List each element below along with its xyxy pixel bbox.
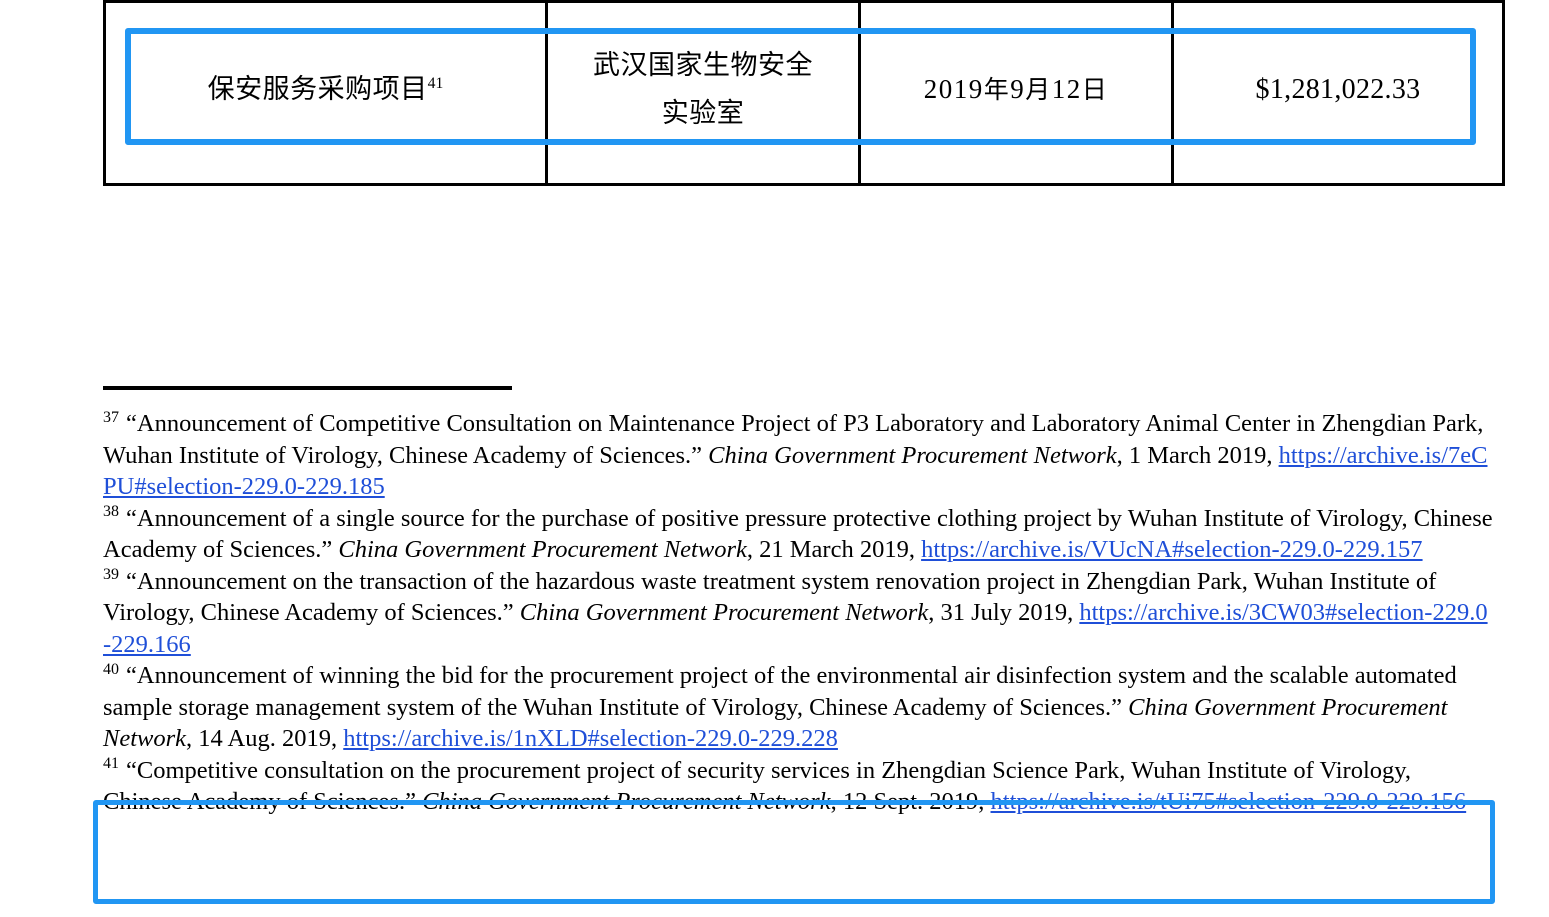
footnote-37-source: China Government Procurement Network [708, 441, 1117, 469]
footnote-38-source: China Government Procurement Network [338, 536, 747, 563]
spacer2-cell-amount [1171, 149, 1504, 185]
footnote-38-date: , 21 March 2019, [746, 536, 922, 563]
footnote-40-source: China Government Procurement Network [103, 693, 1448, 753]
table-row-spacer-above [104, 0, 1504, 30]
cell-date: 2019年9月12日 [858, 30, 1174, 149]
date-year: 2019 [923, 73, 984, 104]
footnote-39-quote-close: ” [502, 599, 514, 626]
footnote-41: 41 “Competitive consultation on the procu… [103, 755, 1493, 818]
footnote-list: 37 “Announcement of Competitive Consultat… [103, 408, 1493, 818]
date-month: 9 [1010, 73, 1026, 104]
footnote-37-url-link[interactable]: https://archive.is/7eCPU#selection-229.0… [103, 441, 1488, 501]
footnote-38: 38 “Announcement of a single source for t… [103, 503, 1493, 566]
procurement-table: 保安服务采购项目41 武汉国家生物安全 实验室 2019年9月12日 $1,28… [103, 0, 1505, 186]
footnote-38-quote-close: ” [321, 536, 333, 563]
cell-amount: $1,281,022.33 [1171, 30, 1504, 149]
date-day: 12 [1051, 73, 1082, 104]
footnote-37-title: Announcement of Competitive Consultation… [103, 410, 1484, 469]
footnote-39-source: China Government Procurement Network [519, 599, 929, 626]
footnote-38-title: Announcement of a single source for the … [103, 504, 1493, 564]
footnote-40-date: , 14 Aug. 2019, [186, 725, 344, 752]
footnote-41-url-link[interactable]: https://archive.is/tUi75#selection-229.0… [990, 788, 1467, 815]
date-day-unit: 日 [1081, 74, 1109, 104]
spacer-cell-amount [1171, 0, 1504, 30]
footnote-40-quote-open: “ [126, 662, 137, 689]
footnote-37-number: 37 [103, 408, 119, 426]
procurement-table-container: 保安服务采购项目41 武汉国家生物安全 实验室 2019年9月12日 $1,28… [103, 0, 1505, 186]
entity-name-line-1: 武汉国家生物安全 [593, 50, 813, 82]
footnote-41-source: China Government Procurement Network [422, 788, 831, 815]
spacer-cell-date [858, 0, 1174, 30]
spacer2-cell-entity [545, 149, 861, 185]
footnote-40-title: Announcement of winning the bid for the … [103, 662, 1457, 721]
project-footnote-marker[interactable]: 41 [427, 74, 444, 92]
spacer2-cell-project [104, 149, 548, 185]
footnote-40-number: 40 [103, 660, 119, 678]
footnote-39-title: Announcement on the transaction of the h… [103, 567, 1437, 627]
footnote-39-number: 39 [103, 566, 119, 584]
footnote-40: 40 “Announcement of winning the bid for t… [103, 660, 1493, 755]
footnote-38-url-link[interactable]: https://archive.is/VUcNA#selection-229.0… [921, 536, 1423, 563]
footnote-40-quote-close: ” [1111, 693, 1123, 721]
footnote-37-quote-open: “ [126, 410, 137, 437]
spacer-cell-project [104, 0, 548, 30]
date-year-unit: 年 [983, 74, 1011, 104]
footnote-38-quote-open: “ [126, 504, 137, 532]
footnote-separator-rule [103, 386, 512, 390]
footnote-39-quote-open: “ [126, 567, 137, 595]
footnote-37-quote-close: ” [691, 441, 703, 469]
project-name-text: 保安服务采购项目 [207, 73, 428, 105]
footnote-39-date: , 31 July 2019, [928, 599, 1080, 626]
cell-entity-name: 武汉国家生物安全 实验室 [545, 30, 861, 149]
footnote-41-date: , 12 Sept. 2019, [830, 788, 991, 815]
spacer2-cell-date [858, 149, 1174, 185]
footnote-41-quote-close: ” [405, 788, 416, 815]
footnote-37-date: , 1 March 2019, [1116, 441, 1279, 469]
footnote-39-url-link[interactable]: https://archive.is/3CW03#selection-229.0… [103, 599, 1488, 658]
footnote-39: 39 “Announcement on the transaction of th… [103, 566, 1493, 661]
table-row[interactable]: 保安服务采购项目41 武汉国家生物安全 实验室 2019年9月12日 $1,28… [104, 30, 1504, 149]
cell-project-name: 保安服务采购项目41 [104, 30, 548, 149]
entity-name-line-2: 实验室 [661, 97, 745, 129]
footnote-40-url-link[interactable]: https://archive.is/1nXLD#selection-229.0… [343, 725, 838, 752]
spacer-cell-entity [545, 0, 861, 30]
date-month-unit: 月 [1025, 74, 1052, 104]
footnote-38-number: 38 [103, 503, 119, 521]
amount-text: $1,281,022.33 [1255, 73, 1421, 105]
footnote-41-number: 41 [103, 755, 119, 773]
table-row-spacer-below [104, 149, 1504, 185]
footnote-41-quote-open: “ [126, 756, 137, 784]
footnote-37: 37 “Announcement of Competitive Consultat… [103, 408, 1493, 503]
